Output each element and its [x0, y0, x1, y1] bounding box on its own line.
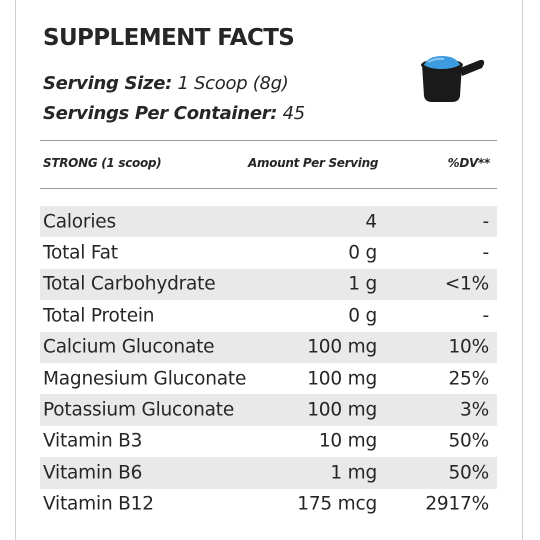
serving-size-value: 1 Scoop (8g)	[177, 73, 289, 94]
nutrient-amount: 4	[365, 211, 377, 233]
nutrient-name: Magnesium Gluconate	[43, 368, 247, 390]
table-row: Vitamin B6 1 mg 50%	[40, 457, 497, 489]
nutrient-dv: 10%	[448, 336, 489, 358]
nutrient-amount: 1 mg	[330, 462, 377, 484]
serving-size: Serving Size: 1 Scoop (8g)	[43, 73, 289, 94]
column-header-name: STRONG (1 scoop)	[43, 156, 162, 170]
nutrient-name: Vitamin B6	[43, 462, 143, 484]
nutrient-amount: 175 mcg	[297, 493, 377, 515]
servings-per-container-value: 45	[282, 103, 306, 124]
serving-size-label: Serving Size:	[43, 73, 173, 94]
header-bottom-rule	[40, 188, 497, 189]
table-row: Total Protein 0 g -	[40, 300, 497, 331]
nutrient-amount: 100 mg	[307, 399, 377, 421]
nutrient-amount: 0 g	[348, 305, 377, 327]
servings-per-container: Servings Per Container: 45	[43, 103, 305, 124]
nutrient-name: Total Carbohydrate	[43, 273, 216, 295]
table-row: Total Carbohydrate 1 g <1%	[40, 268, 497, 301]
nutrient-amount: 100 mg	[307, 336, 377, 358]
table-row: Calories 4 -	[40, 206, 497, 238]
table-row: Calcium Gluconate 100 mg 10%	[40, 331, 497, 363]
header-top-rule	[40, 140, 497, 141]
nutrient-name: Total Fat	[43, 242, 118, 264]
nutrient-dv: 25%	[448, 368, 489, 390]
panel-title: SUPPLEMENT FACTS	[43, 25, 295, 51]
nutrient-name: Total Protein	[43, 305, 155, 327]
nutrient-dv: <1%	[444, 273, 489, 295]
table-row: Potassium Gluconate 100 mg 3%	[40, 394, 497, 426]
nutrient-amount: 10 mg	[318, 430, 377, 452]
nutrient-dv: 3%	[460, 399, 489, 421]
nutrient-name: Calories	[43, 211, 116, 233]
nutrient-dv: -	[482, 305, 490, 327]
nutrient-name: Calcium Gluconate	[43, 336, 215, 358]
table-row: Magnesium Gluconate 100 mg 25%	[40, 363, 497, 394]
nutrient-amount: 100 mg	[307, 368, 377, 390]
nutrient-dv: -	[482, 211, 490, 233]
table-row: Vitamin B12 175 mcg 2917%	[40, 489, 497, 520]
table-row: Vitamin B3 10 mg 50%	[40, 426, 497, 457]
table-row: Total Fat 0 g -	[40, 237, 497, 268]
nutrient-dv: 2917%	[425, 493, 489, 515]
nutrient-dv: 50%	[448, 462, 489, 484]
nutrient-name: Vitamin B3	[43, 430, 143, 452]
nutrient-amount: 0 g	[348, 242, 377, 264]
servings-per-container-label: Servings Per Container:	[43, 103, 278, 124]
nutrient-dv: -	[482, 242, 490, 264]
column-header-dv: %DV**	[447, 156, 491, 170]
facts-panel	[15, 0, 523, 540]
nutrient-name: Vitamin B12	[43, 493, 154, 515]
scoop-icon	[421, 56, 485, 102]
nutrient-name: Potassium Gluconate	[43, 399, 235, 421]
nutrient-dv: 50%	[448, 430, 489, 452]
column-header-amount: Amount Per Serving	[248, 156, 379, 170]
nutrient-amount: 1 g	[348, 273, 377, 295]
